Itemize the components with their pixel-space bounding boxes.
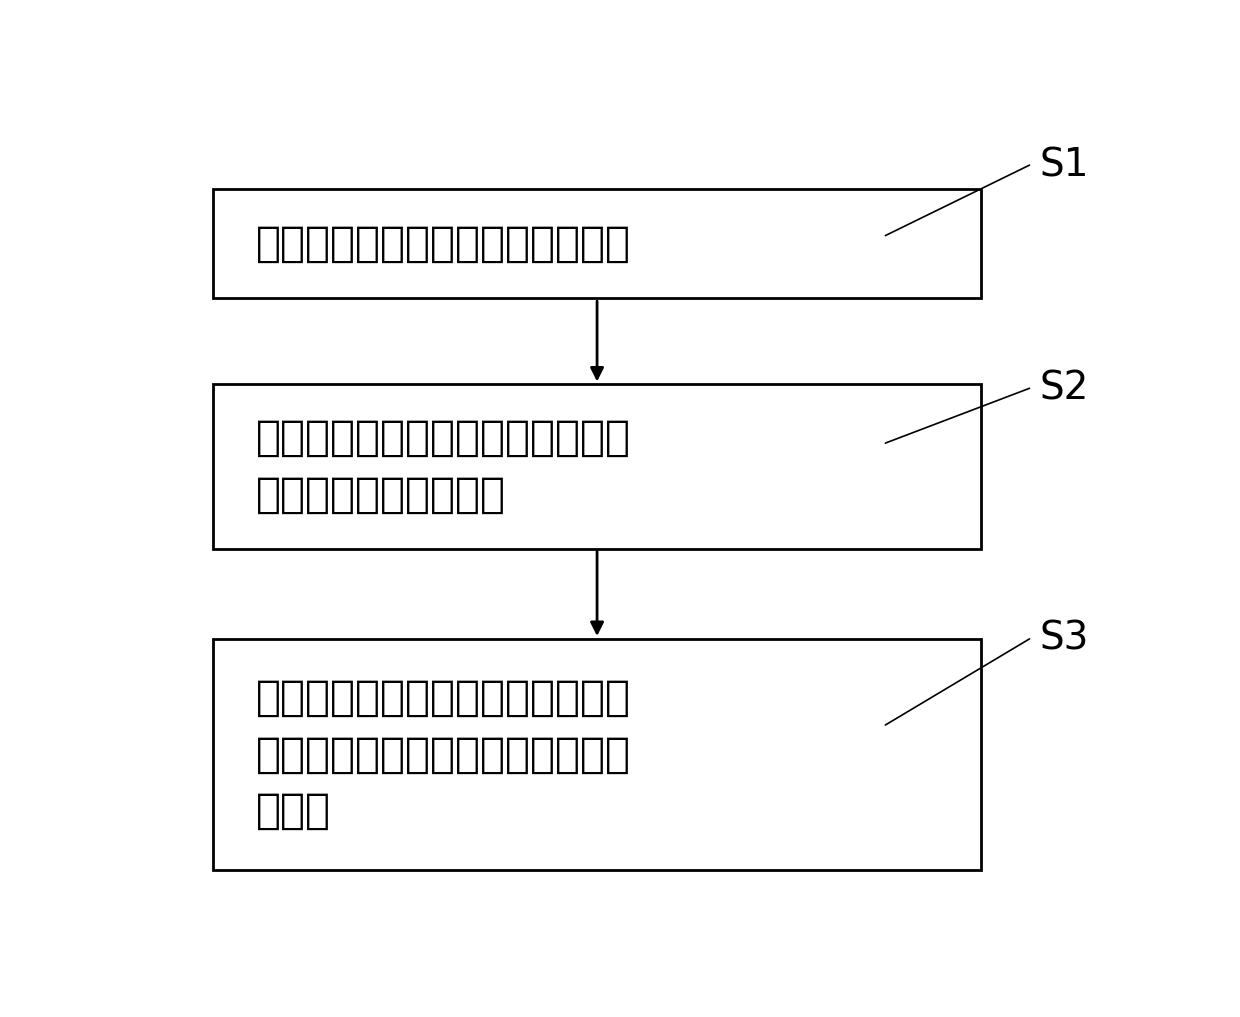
Bar	[213, 384, 982, 549]
Bar	[213, 188, 982, 298]
Text: 若所述回气参数和所述排气参数满
足第一预设条件，调节电子膨胀阀
的开度: 若所述回气参数和所述排气参数满 足第一预设条件，调节电子膨胀阀 的开度	[255, 676, 631, 832]
Text: S3: S3	[1039, 620, 1089, 658]
Text: S2: S2	[1039, 369, 1089, 407]
Text: 获取空调器的回气参数和排气参数: 获取空调器的回气参数和排气参数	[255, 223, 631, 264]
Text: S1: S1	[1039, 146, 1089, 184]
Bar	[213, 639, 982, 870]
Text: 判断所述回气参数和所述排气参数
是否满足第一预设条件: 判断所述回气参数和所述排气参数 是否满足第一预设条件	[255, 417, 631, 516]
